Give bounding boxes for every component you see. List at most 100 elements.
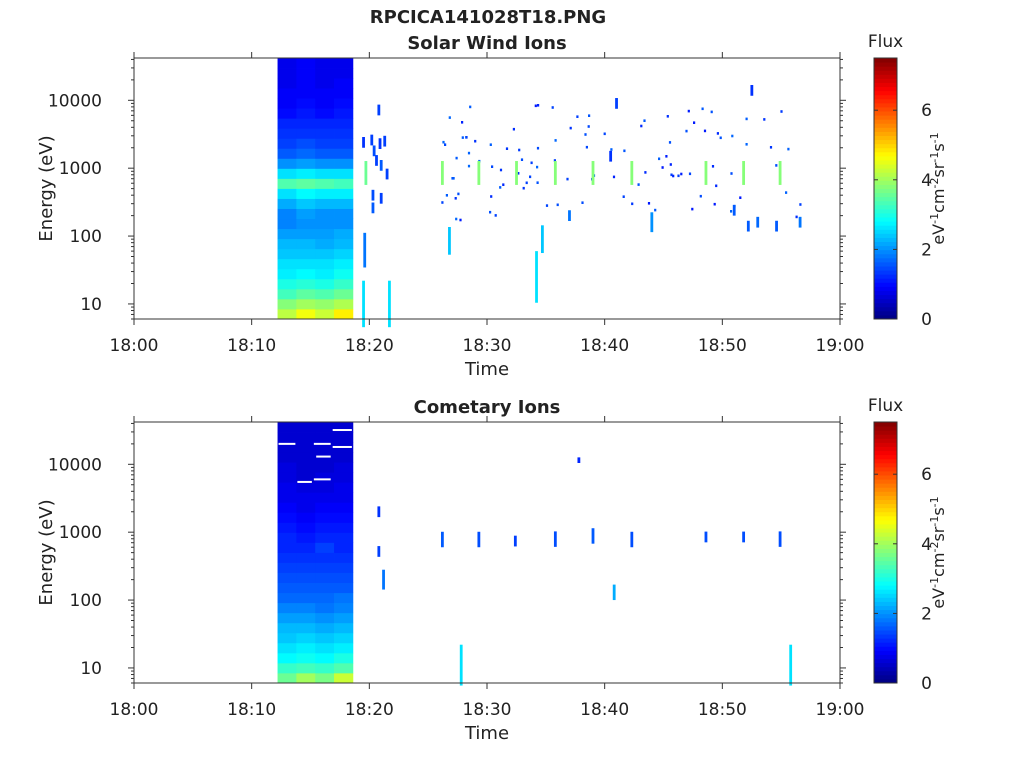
heatmap-cell: [315, 278, 335, 290]
event-mark: [377, 506, 381, 518]
heatmap-cell: [277, 602, 297, 614]
scatter-pixel: [469, 105, 472, 109]
heatmap-cell: [315, 218, 335, 230]
plot-area: [134, 58, 840, 319]
colorbar-tick-label: 0: [921, 674, 932, 694]
heatmap-cell: [277, 178, 297, 189]
event-mark: [375, 155, 378, 166]
unit-part: cm: [929, 553, 948, 577]
heatmap-cell: [296, 278, 316, 290]
colorbar-unit-label: eV-1cm-2sr-1s-1: [928, 496, 949, 608]
colorbar-swatch: [874, 233, 897, 238]
heatmap-cell: [315, 128, 335, 139]
event-mark: [378, 138, 382, 150]
colorbar-swatch: [874, 261, 897, 267]
heatmap-cell: [315, 248, 335, 260]
colorbar-swatch: [874, 495, 897, 500]
event-mark: [388, 280, 391, 328]
scatter-pixel: [536, 181, 539, 184]
scatter-pixel: [691, 207, 694, 211]
x-tick-label: 18:00: [110, 336, 159, 356]
colorbar-swatch: [874, 98, 897, 104]
heatmap-cell: [334, 592, 354, 604]
heatmap-cell: [296, 492, 316, 503]
scatter-pixel: [637, 183, 640, 186]
scatter-pixel: [587, 125, 590, 128]
scatter-pixel: [551, 106, 554, 109]
heatmap-cell: [315, 672, 335, 684]
heatmap-cell: [334, 572, 354, 584]
scatter-pixel: [670, 173, 673, 177]
heatmap-cell: [277, 78, 297, 89]
heatmap-cell: [277, 592, 297, 604]
colorbar-swatch: [874, 204, 897, 210]
data-gap-line: [297, 480, 312, 483]
colorbar-swatch: [874, 422, 897, 427]
colorbar-swatch: [874, 605, 897, 611]
x-tick-label: 18:10: [227, 336, 276, 356]
heatmap-cell: [334, 662, 354, 674]
heatmap-cell: [334, 522, 354, 533]
heatmap-cell: [334, 208, 354, 220]
heatmap-cell: [315, 632, 335, 644]
heatmap-cell: [334, 138, 354, 149]
event-mark: [477, 531, 481, 548]
colorbar-swatch: [874, 654, 897, 660]
heatmap-cell: [334, 88, 354, 99]
colorbar-swatch: [874, 470, 897, 476]
event-mark: [440, 531, 444, 548]
heatmap-cell: [334, 492, 354, 503]
heatmap-cell: [334, 642, 354, 654]
scatter-pixel: [680, 172, 683, 176]
scatter-pixel: [785, 191, 788, 194]
heatmap-cell: [296, 308, 316, 320]
colorbar-swatch: [874, 528, 897, 533]
scatter-pixel: [499, 186, 502, 189]
colorbar-swatch: [874, 589, 897, 594]
heatmap-cell: [334, 68, 354, 79]
unit-part: cm: [929, 189, 948, 213]
heatmap-cell: [296, 198, 316, 209]
colorbar-swatch: [874, 111, 897, 116]
colorbar-swatch: [874, 556, 897, 562]
colorbar-swatch: [874, 646, 897, 651]
scatter-pixel: [622, 195, 625, 198]
event-mark: [789, 644, 793, 686]
colorbar-swatch: [874, 274, 897, 279]
heatmap-cell: [334, 188, 354, 199]
heatmap-cell: [315, 652, 335, 664]
heatmap-cell: [334, 198, 354, 209]
heatmap-cell: [315, 178, 335, 189]
heatmap-cell: [315, 58, 335, 69]
x-tick-label: 18:10: [227, 700, 276, 720]
colorbar-swatch: [874, 503, 897, 509]
colorbar-swatch: [874, 568, 897, 574]
colorbar-swatch: [874, 434, 897, 439]
data-gap-line: [332, 429, 352, 432]
heatmap-cell: [315, 98, 335, 109]
heatmap-cell: [277, 642, 297, 654]
unit-part: -1: [928, 496, 941, 507]
event-mark: [383, 135, 387, 147]
heatmap-cell: [315, 522, 335, 533]
colorbar-swatch: [874, 119, 897, 124]
heatmap-cell: [296, 462, 316, 473]
scatter-pixel: [703, 129, 707, 133]
scatter-pixel: [795, 215, 798, 219]
event-mark: [362, 280, 365, 328]
colorbar-swatch: [874, 564, 897, 570]
heatmap-cell: [334, 432, 354, 443]
unit-part: -1: [928, 132, 941, 143]
colorbar-swatch: [874, 532, 897, 537]
heatmap-cell: [277, 612, 297, 624]
scatter-pixel: [545, 204, 549, 207]
y-tick-label: 1000: [59, 159, 102, 179]
heatmap-cell: [296, 632, 316, 644]
heatmap-cell: [296, 108, 316, 119]
colorbar-swatch: [874, 249, 897, 255]
unit-part: eV: [929, 224, 948, 245]
x-tick-label: 18:30: [463, 336, 512, 356]
heatmap-cell: [334, 98, 354, 109]
heatmap-cell: [296, 188, 316, 199]
